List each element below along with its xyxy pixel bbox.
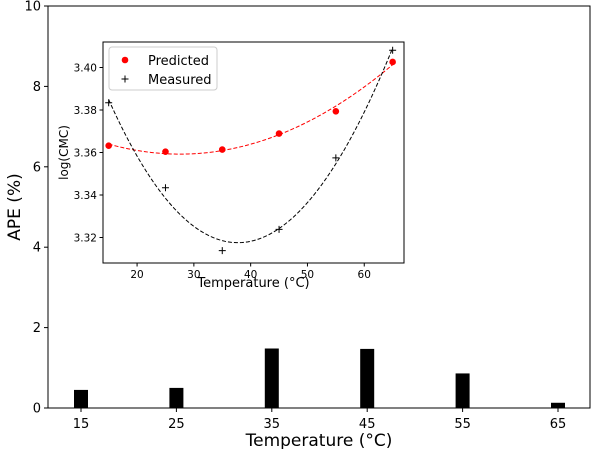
x-tick-label: 15 [73,417,90,432]
inset-x-axis-title: Temperature (°C) [196,276,309,291]
x-axis-title: Temperature (°C) [245,431,393,449]
y-tick-label: 10 [24,0,41,15]
inset-x-tick-label: 50 [301,269,314,281]
point-measured [275,225,283,233]
bar-65 [551,402,565,408]
inset-y-tick-label: 3.40 [74,63,97,75]
legend-label-predicted: Predicted [148,54,209,69]
inset-line-chart: 20 30 40 50 60 3.32 3.34 3.36 3.38 3.40 Temperatur… [57,41,405,291]
legend-label-measured: Measured [148,73,212,88]
bar-15 [74,389,88,408]
bar-35 [264,348,279,408]
inset-y-tick-label: 3.34 [74,190,98,202]
inset-x-tick-label: 20 [130,269,143,281]
bar-25 [169,387,184,408]
y-tick-label: 2 [33,321,41,336]
bar-45 [360,348,375,408]
point-predicted [162,148,169,155]
x-tick-label: 35 [264,417,281,432]
point-predicted [275,130,283,137]
legend-frame [108,46,218,91]
inset-y-tick-label: 3.36 [74,148,98,160]
inset-y-tick-label: 3.38 [74,105,97,117]
y-axis-title: APE (%) [5,173,25,240]
point-measured [218,247,226,255]
bar-55 [455,373,470,408]
x-tick-label: 25 [168,417,185,432]
inset-x-tick-label: 60 [358,269,371,281]
legend-marker-measured [121,75,129,83]
point-predicted [389,58,396,66]
fit-curve-predicted [108,64,393,155]
point-measured [389,46,397,54]
y-tick-label: 6 [33,160,41,175]
point-predicted [105,142,112,149]
y-tick-label: 0 [33,402,41,417]
y-tick-label: 8 [33,80,41,95]
point-predicted [332,107,340,115]
x-tick-label: 45 [359,417,376,432]
point-predicted [218,146,226,153]
x-tick-label: 65 [550,417,567,432]
fit-curve-measured [108,47,394,244]
legend-marker-predicted [121,56,129,64]
main-plot-frame [47,5,591,409]
inset-y-axis-title: log(CMC) [57,125,71,180]
inset-x-tick-label: 40 [244,269,257,281]
x-tick-label: 55 [454,417,471,432]
inset-y-tick-label: 3.32 [74,233,97,245]
inset-legend: Predicted Measured [108,46,218,91]
main-bar-chart: 15 25 35 45 55 65 0 2 4 6 8 10 Temperature (°C) APE (… [5,0,591,449]
inset-x-tick-label: 30 [187,269,200,281]
y-tick-label: 4 [33,241,41,256]
point-measured [332,154,340,162]
point-measured [105,99,113,107]
point-measured [161,184,169,192]
